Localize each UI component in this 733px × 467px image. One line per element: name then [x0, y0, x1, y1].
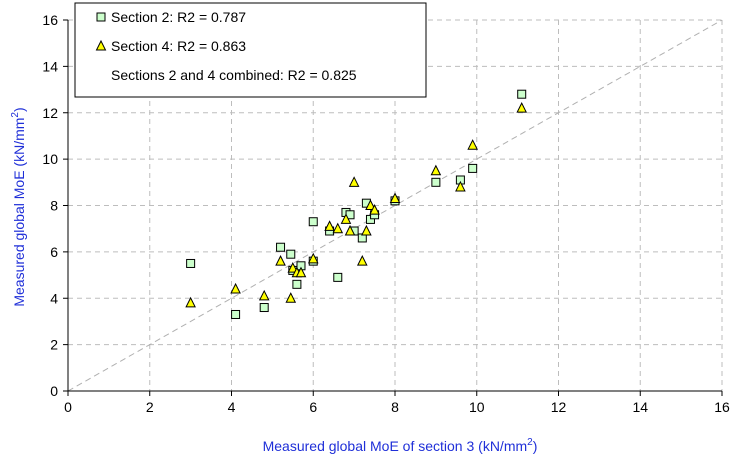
section-2-point — [286, 249, 296, 259]
section-2-point — [333, 272, 343, 282]
section-4-point — [365, 199, 376, 210]
y-tick-label: 12 — [42, 105, 58, 121]
section-2-point — [259, 303, 269, 313]
y-axis-title-sup: 2 — [10, 112, 21, 118]
legend-triangle-icon — [95, 39, 107, 51]
x-tick-label: 4 — [228, 399, 236, 415]
section-4-point — [332, 222, 344, 234]
x-tick-label: 12 — [551, 399, 567, 415]
section-4-point — [285, 292, 297, 303]
section-2-point — [431, 177, 441, 187]
y-tick-label: 10 — [42, 151, 58, 167]
y-tick-label: 2 — [50, 337, 58, 353]
y-axis-title-end: ) — [11, 107, 27, 112]
x-tick-label: 10 — [469, 399, 485, 415]
x-axis-title: Measured global MoE of section 3 (kN/mm2… — [263, 437, 538, 454]
legend-entry-text: Section 4: R2 = 0.863 — [111, 38, 246, 54]
section-4-point — [307, 252, 319, 264]
tick-labels: 0 2 4 6 8 10 12 14 16 0 2 4 6 8 10 12 14 16 — [42, 12, 730, 415]
section-4-point — [369, 204, 380, 215]
section-2-point — [517, 89, 527, 99]
y-tick-label: 6 — [50, 244, 58, 260]
section-4-point — [467, 139, 478, 150]
section-4-point — [430, 164, 442, 176]
section-2-point — [276, 242, 286, 252]
reference-line — [67, 19, 723, 392]
y-tick-label: 8 — [50, 198, 58, 214]
y-axis-title: Measured global MoE (kN/mm2) — [10, 107, 27, 306]
section-2-point — [468, 163, 478, 173]
y-tick-label: 4 — [50, 290, 58, 306]
section-4-point — [356, 255, 368, 266]
section-4-point — [287, 261, 299, 273]
section-2-point — [308, 217, 318, 227]
x-tick-label: 2 — [146, 399, 154, 415]
section-4-point — [295, 266, 307, 278]
section-4-point — [185, 296, 196, 308]
section-2-point — [292, 279, 302, 289]
section-4-point — [361, 224, 372, 236]
x-tick-label: 8 — [391, 399, 399, 415]
section-4-point — [516, 101, 528, 113]
section-2-point — [231, 309, 241, 319]
legend-entry-text: Section 2: R2 = 0.787 — [111, 9, 246, 25]
reference-line-group — [67, 19, 723, 392]
y-axis-title-main: Measured global MoE (kN/mm — [11, 118, 27, 307]
x-tick-label: 14 — [632, 399, 648, 415]
section-4-point — [389, 192, 401, 204]
axes — [63, 19, 723, 396]
legend-square-icon — [96, 12, 106, 22]
y-tick-label: 16 — [42, 12, 58, 28]
section-4-point — [258, 289, 270, 301]
legend-entry-text: Sections 2 and 4 combined: R2 = 0.825 — [111, 67, 357, 83]
section-4-point — [455, 180, 466, 192]
section-4-point — [324, 220, 335, 231]
section-2-point — [186, 258, 196, 268]
x-tick-label: 16 — [714, 399, 730, 415]
x-tick-label: 6 — [309, 399, 317, 415]
x-axis-title-main: Measured global MoE of section 3 (kN/mm — [263, 438, 528, 454]
y-tick-label: 0 — [50, 383, 58, 399]
section-4-point — [348, 176, 360, 187]
section-4-point — [275, 255, 286, 266]
x-axis-title-end: ) — [533, 438, 538, 454]
section-4-point — [344, 224, 356, 236]
legend: Section 2: R2 = 0.787 Section 4: R2 = 0.8… — [74, 2, 427, 98]
legend-box — [74, 2, 427, 98]
x-axis-title-sup: 2 — [527, 437, 533, 448]
section-4-point — [340, 213, 352, 224]
x-tick-label: 0 — [64, 399, 72, 415]
data-points — [185, 89, 528, 319]
y-tick-label: 14 — [42, 58, 58, 74]
section-4-point — [230, 282, 241, 294]
